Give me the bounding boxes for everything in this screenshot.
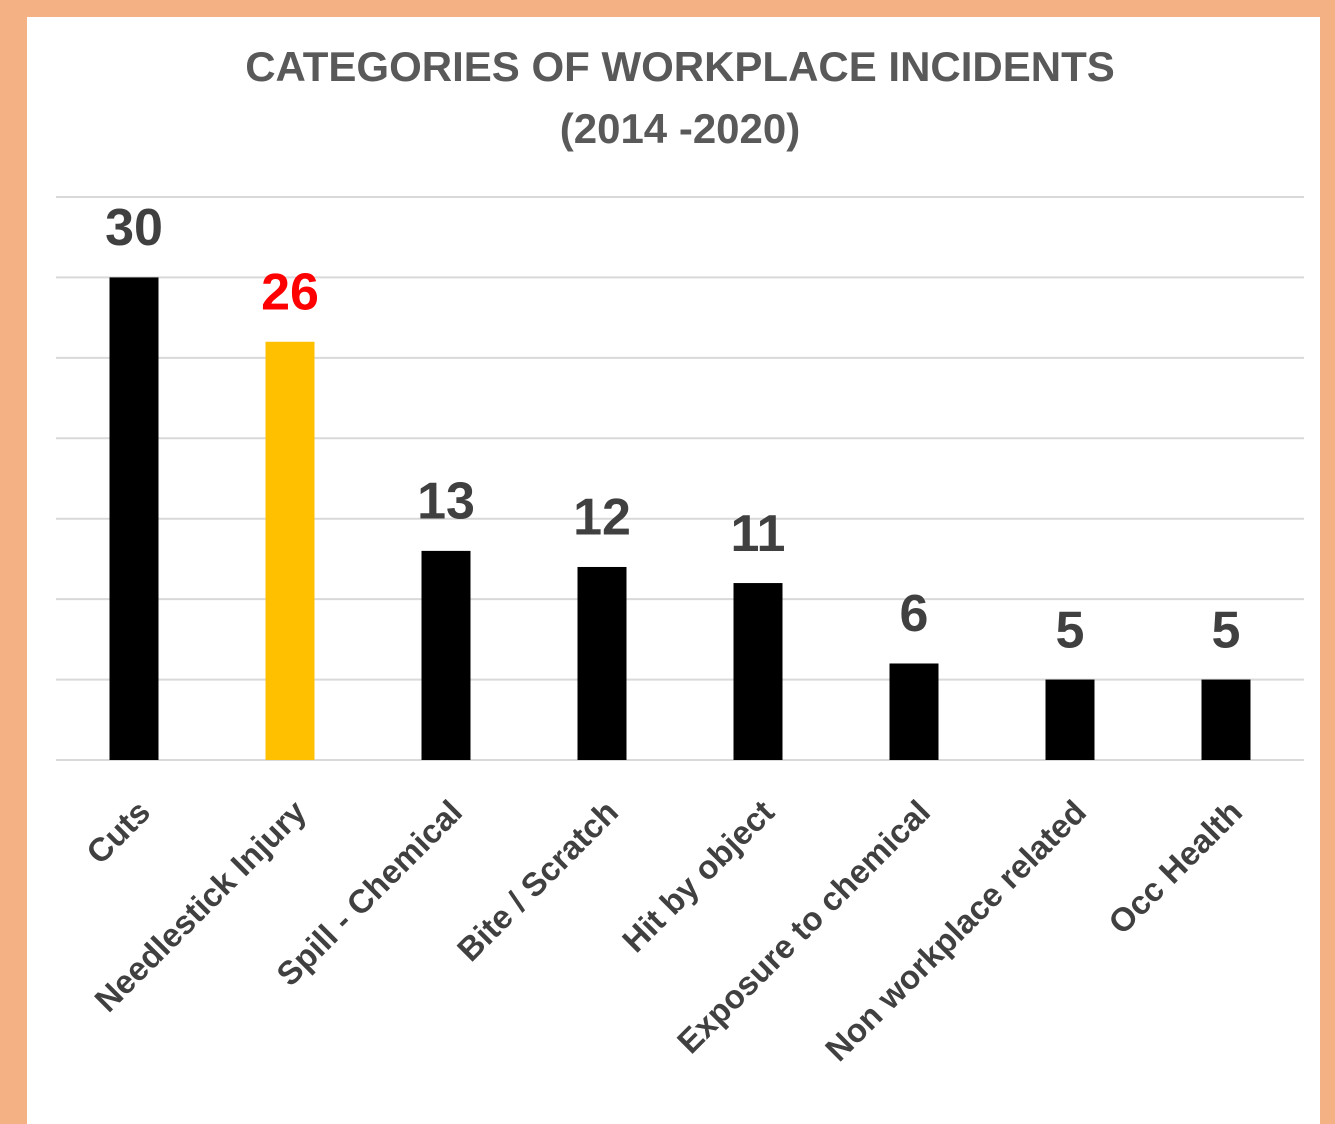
value-label: 26 <box>261 264 319 322</box>
value-label: 12 <box>573 489 631 547</box>
value-label: 11 <box>731 505 786 563</box>
bar <box>109 277 159 760</box>
chart-subtitle: (2014 -2020) <box>560 105 801 152</box>
value-label: 30 <box>105 199 163 257</box>
bar <box>1045 679 1095 760</box>
value-label: 5 <box>1056 601 1085 659</box>
value-label: 5 <box>1212 601 1241 659</box>
bar <box>577 566 627 760</box>
bar <box>421 550 471 760</box>
bar <box>889 663 939 760</box>
chart-title: CATEGORIES OF WORKPLACE INCIDENTS <box>245 43 1115 90</box>
value-label: 6 <box>900 585 929 643</box>
bar <box>733 583 783 760</box>
chart-panel <box>27 17 1320 1124</box>
value-label: 13 <box>417 473 475 531</box>
bar <box>265 341 315 760</box>
bar <box>1201 679 1251 760</box>
